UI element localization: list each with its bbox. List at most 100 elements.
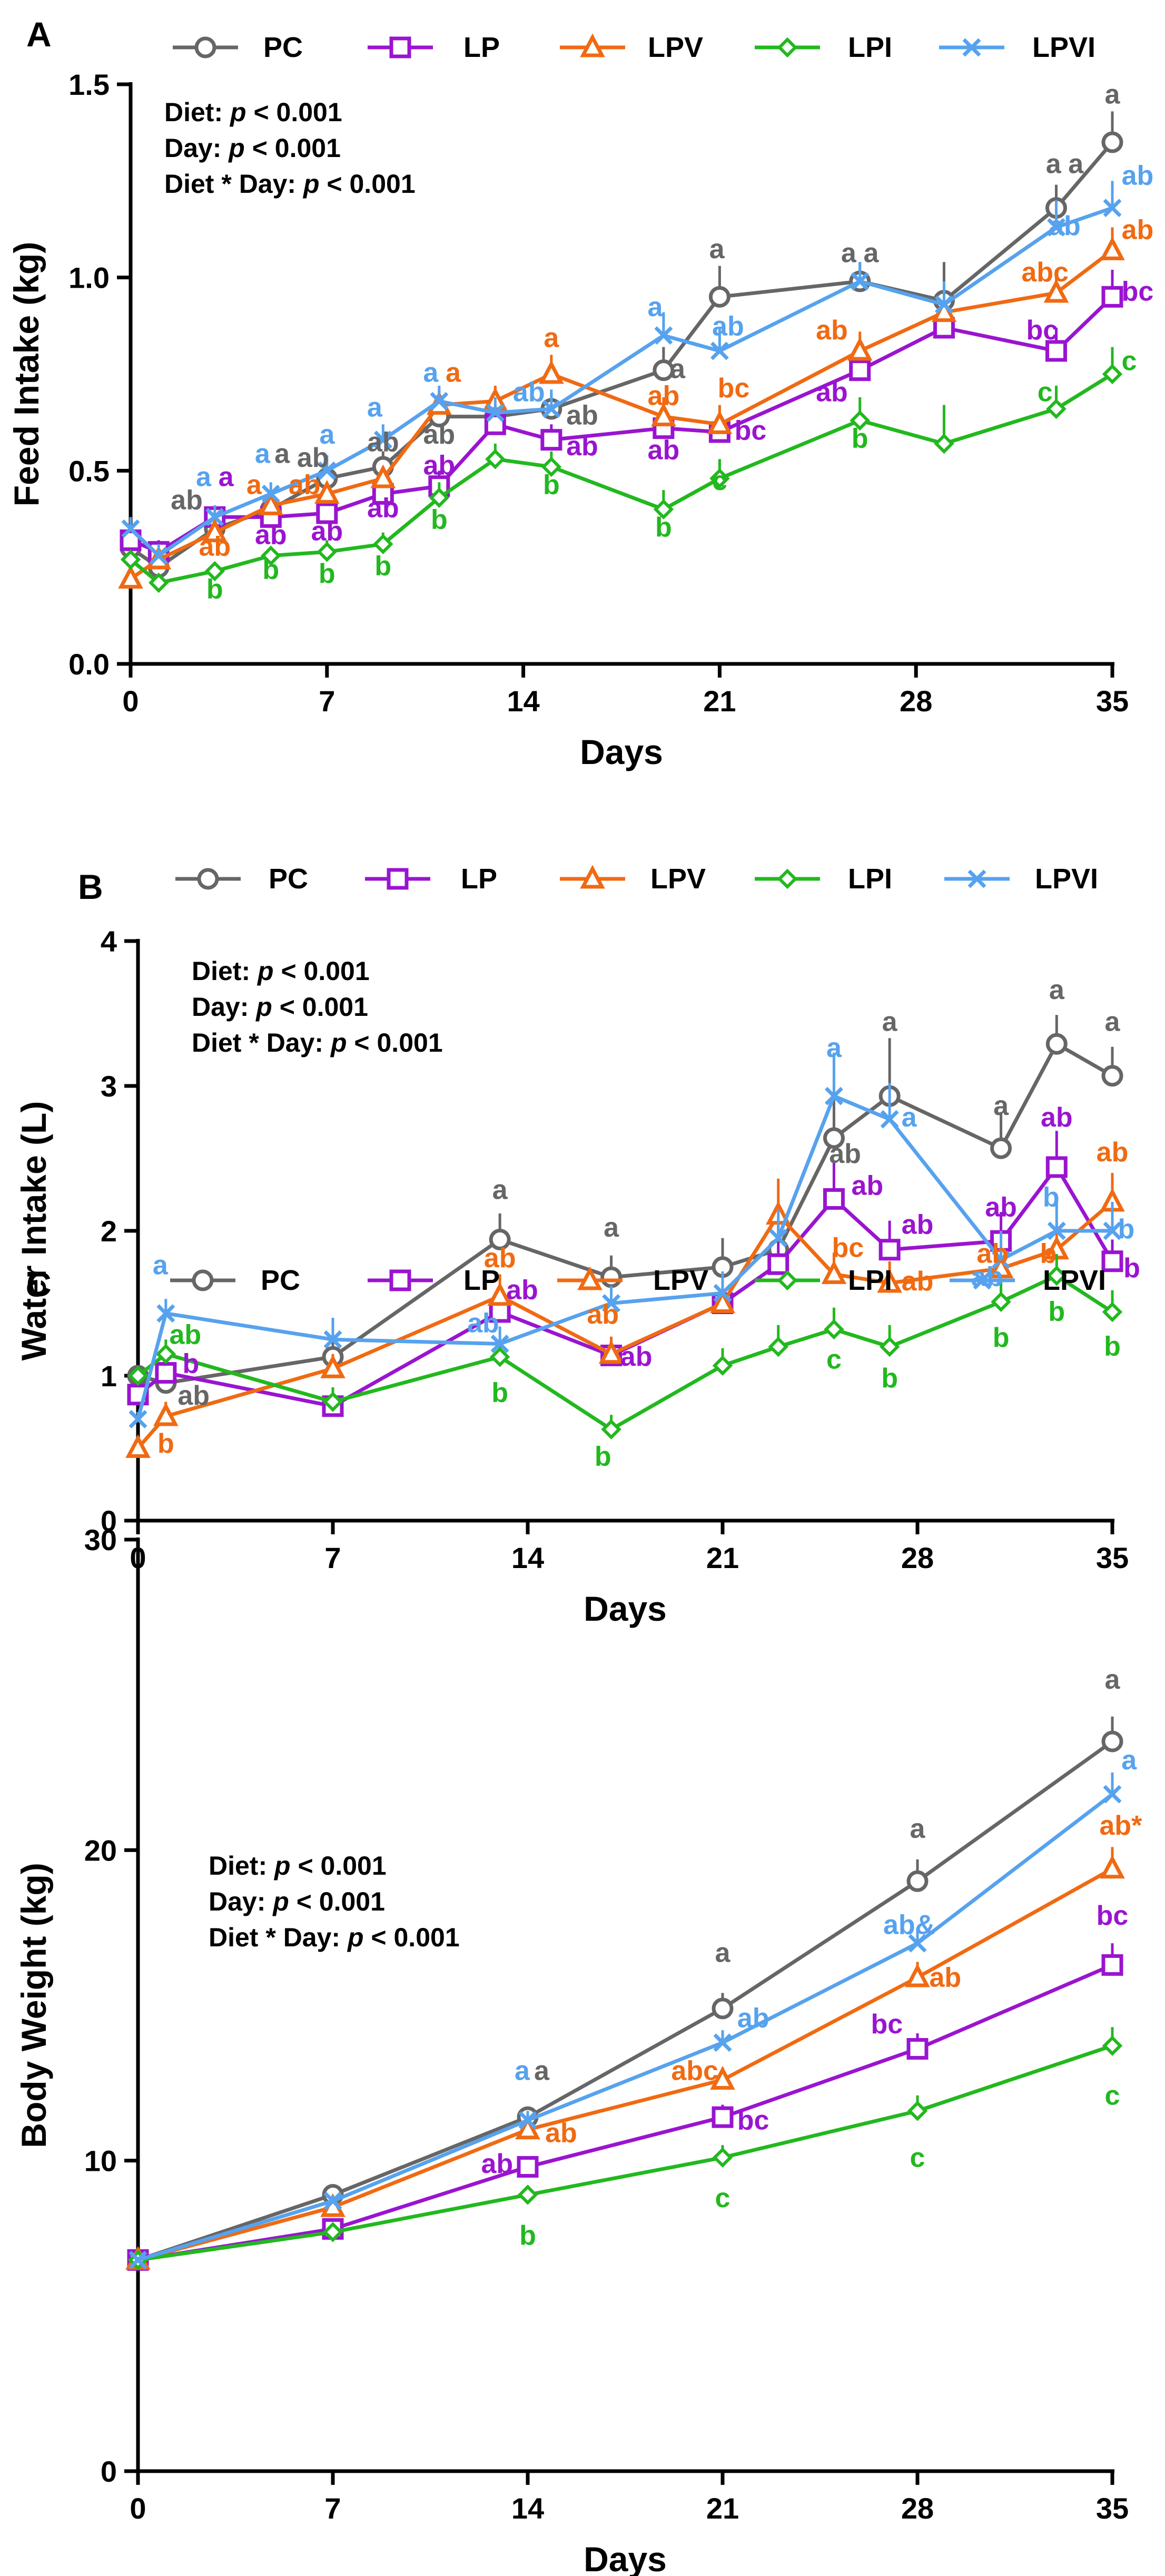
series-line bbox=[137, 1867, 1113, 2262]
significance-letter: a bbox=[544, 323, 559, 354]
significance-letter: abc bbox=[671, 2055, 718, 2086]
significance-letter: bc bbox=[1122, 277, 1154, 307]
x-tick-label: 28 bbox=[900, 684, 932, 718]
legend-label: PC bbox=[263, 32, 303, 63]
significance-letter: b bbox=[1123, 1253, 1140, 1284]
series-line bbox=[136, 1165, 1114, 1408]
data-point bbox=[598, 1340, 624, 1364]
significance-letter: a bbox=[1046, 149, 1062, 180]
stat-line: Diet: p < 0.001 bbox=[192, 956, 370, 986]
x-tick-label: 0 bbox=[130, 2492, 146, 2525]
x-tick-label: 35 bbox=[1096, 684, 1129, 718]
data-point bbox=[712, 1997, 734, 2020]
significance-letter: a bbox=[1121, 1745, 1137, 1776]
legend-label: LP bbox=[463, 1265, 500, 1296]
significance-letter: ab bbox=[976, 1239, 1009, 1269]
y-tick-label: 2 bbox=[101, 1214, 117, 1248]
x-tick-label: 35 bbox=[1096, 2492, 1129, 2525]
data-point bbox=[120, 549, 141, 570]
significance-letter: ab* bbox=[1099, 1810, 1142, 1841]
data-point bbox=[489, 1347, 510, 1367]
stat-line: Day: p < 0.001 bbox=[192, 992, 368, 1022]
data-point bbox=[204, 561, 225, 582]
significance-letter: ab bbox=[620, 1341, 653, 1372]
data-point bbox=[708, 286, 730, 308]
data-point bbox=[710, 2065, 735, 2090]
significance-letter: a bbox=[709, 234, 725, 265]
significance-letter: ab bbox=[311, 516, 343, 546]
data-point bbox=[1103, 1221, 1122, 1240]
data-point bbox=[821, 1260, 847, 1284]
data-point bbox=[907, 2101, 928, 2121]
data-point bbox=[709, 468, 730, 489]
x-tick-label: 35 bbox=[1096, 1541, 1129, 1574]
significance-letter: ab bbox=[712, 311, 744, 342]
data-point bbox=[205, 507, 224, 526]
data-point bbox=[908, 1934, 927, 1953]
series-lpvi bbox=[121, 181, 1122, 565]
x-tick-label: 28 bbox=[901, 1541, 934, 1574]
series-pc bbox=[127, 1015, 1123, 1394]
significance-letter: b bbox=[881, 1363, 898, 1394]
x-axis-title: Days bbox=[584, 2540, 667, 2576]
data-point bbox=[880, 1110, 899, 1129]
data-point bbox=[906, 1870, 929, 1892]
significance-letter: a bbox=[196, 462, 212, 493]
data-point bbox=[1103, 1785, 1122, 1804]
significance-letter: ab& bbox=[883, 1909, 935, 1940]
x-tick-label: 21 bbox=[706, 1541, 739, 1574]
data-point bbox=[1046, 398, 1067, 419]
legend-label: LPV bbox=[650, 863, 706, 895]
data-point bbox=[877, 1269, 902, 1293]
data-point bbox=[318, 461, 337, 480]
legend-label: LPVI bbox=[1043, 1265, 1106, 1296]
significance-letter: ab bbox=[566, 400, 598, 430]
significance-letter: bc bbox=[1026, 315, 1059, 346]
legend-label: LPI bbox=[848, 32, 892, 63]
x-axis-title: Days bbox=[580, 732, 663, 771]
significance-letter: bc bbox=[832, 1233, 864, 1263]
legend-marker-diamond bbox=[777, 37, 798, 58]
series-lpi bbox=[127, 1254, 1123, 1439]
data-point bbox=[487, 1282, 512, 1306]
significance-letter: ab bbox=[587, 1299, 619, 1330]
data-point bbox=[430, 391, 449, 410]
significance-letter: ab bbox=[513, 377, 545, 407]
data-point bbox=[118, 565, 143, 589]
significance-letter: a bbox=[515, 2055, 530, 2086]
x-tick-label: 14 bbox=[511, 2492, 544, 2525]
y-axis-title: Feed Intake (kg) bbox=[7, 242, 46, 506]
significance-letter: a bbox=[274, 439, 290, 469]
significance-letter: b bbox=[595, 1442, 611, 1472]
significance-letter: c bbox=[715, 2183, 730, 2213]
significance-letter: a bbox=[715, 1937, 731, 1968]
significance-letter: a bbox=[255, 439, 271, 469]
y-tick-label: 1 bbox=[101, 1359, 117, 1393]
significance-letter: a bbox=[902, 1102, 917, 1133]
significance-letter: a bbox=[864, 238, 880, 268]
x-tick-label: 14 bbox=[507, 684, 539, 718]
data-point bbox=[823, 1188, 845, 1210]
significance-letter: b bbox=[1040, 1239, 1057, 1269]
y-tick-label: 30 bbox=[84, 1523, 117, 1556]
significance-letter: b bbox=[157, 1428, 174, 1459]
x-tick-label: 21 bbox=[706, 2492, 739, 2525]
significance-letter: bc bbox=[735, 416, 767, 446]
x-tick-label: 7 bbox=[319, 684, 335, 718]
data-point bbox=[517, 2185, 538, 2205]
significance-letter: b bbox=[1043, 1182, 1060, 1212]
data-point bbox=[712, 2106, 734, 2128]
series-line bbox=[137, 1963, 1113, 2262]
data-point bbox=[515, 2115, 540, 2140]
x-tick-label: 14 bbox=[511, 1541, 544, 1574]
y-axis-title: Body Weight (kg) bbox=[14, 1863, 53, 2148]
significance-letter: a bbox=[910, 1814, 926, 1844]
data-point bbox=[1101, 1730, 1123, 1752]
significance-letter: a bbox=[153, 1250, 169, 1281]
significance-letter: a bbox=[367, 393, 383, 423]
data-point bbox=[322, 2221, 343, 2242]
significance-letter: a bbox=[534, 2055, 550, 2086]
